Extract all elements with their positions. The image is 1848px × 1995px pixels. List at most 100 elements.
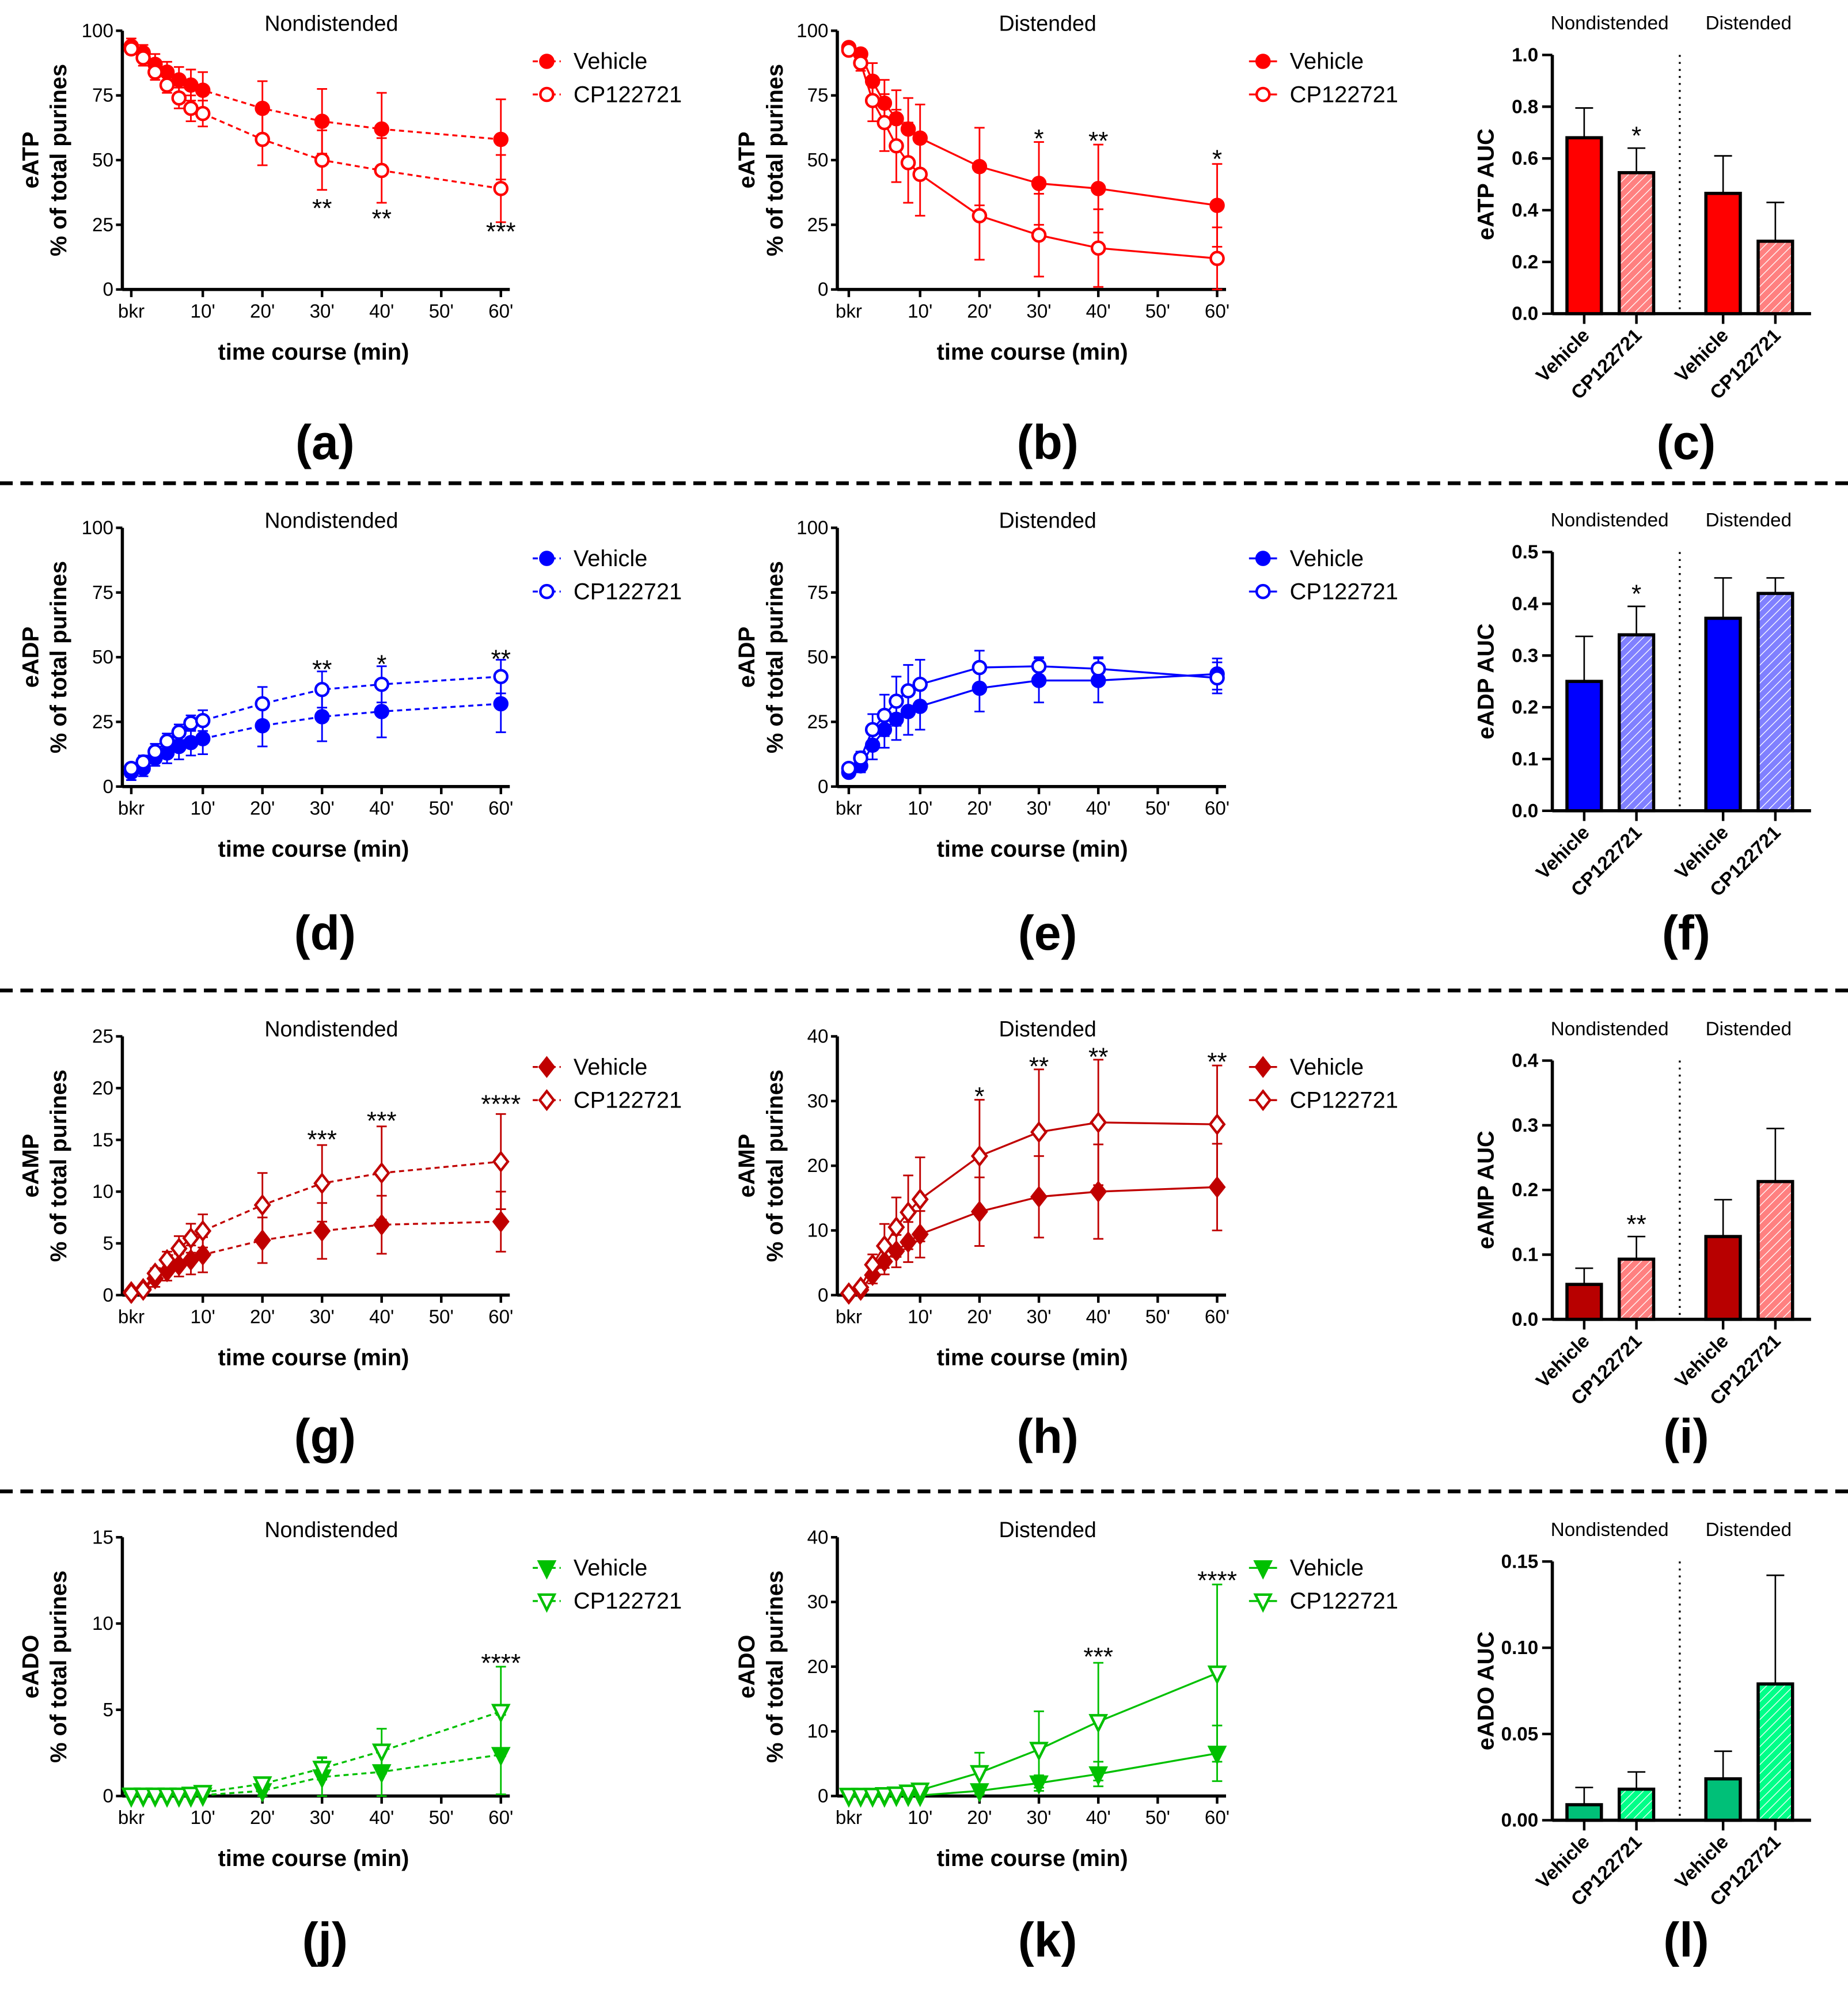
x-tick-label: 20' [250, 1807, 275, 1829]
y-tick-label: 25 [807, 711, 829, 733]
data-point [1030, 1121, 1048, 1143]
y-tick-label: 5 [103, 1700, 113, 1721]
x-tick-label: 20' [967, 798, 992, 819]
data-point [122, 1282, 140, 1304]
data-point [1209, 251, 1225, 266]
significance-marker: ** [1626, 1210, 1646, 1238]
y-tick-label: 20 [92, 1078, 113, 1099]
x-tick-label: 40' [1086, 1306, 1111, 1328]
data-point [253, 1194, 271, 1216]
y-tick-label: 50 [92, 647, 113, 668]
x-tick-label: 10' [908, 1306, 932, 1328]
y-axis-label: % of total purines [46, 561, 71, 753]
y-tick-label: 75 [807, 582, 829, 604]
panel-e: (e) Distended 0 25 50 75 100 bkr 10' 20' 30' 40' 50'… [734, 508, 1398, 960]
y-tick-label: 0.15 [1501, 1551, 1539, 1572]
data-point [374, 162, 389, 179]
data-point [171, 90, 187, 106]
series-line [848, 49, 1217, 260]
y-tick-label: 100 [796, 518, 828, 539]
data-point [159, 733, 175, 749]
significance-marker: ** [1207, 1048, 1227, 1076]
bar-cp122721 [1756, 1682, 1794, 1822]
data-point [864, 722, 881, 738]
y-axis-label: eADO [734, 1635, 760, 1699]
x-tick-label: 60' [488, 1807, 513, 1829]
data-point [252, 1776, 272, 1796]
y-tick-label: 40 [807, 1026, 829, 1048]
significance-marker: ** [312, 655, 332, 684]
legend-label: Vehicle [1290, 1055, 1364, 1080]
y-tick-label: 0.0 [1512, 304, 1538, 325]
data-point [852, 1276, 870, 1299]
x-tick-label: bkr [118, 301, 145, 322]
y-tick-label: 0.6 [1512, 148, 1538, 169]
data-point [314, 681, 330, 697]
y-axis-label: eAMP AUC [1474, 1131, 1499, 1249]
series-cp122721 [839, 1583, 1227, 1807]
x-tick-label: bkr [836, 1807, 862, 1829]
x-tick-label: bkr [836, 301, 862, 322]
y-tick-label: 100 [82, 518, 113, 539]
significance-marker: * [1034, 124, 1043, 153]
x-tick-label: 40' [369, 798, 394, 819]
data-point [900, 155, 916, 170]
data-point [853, 750, 868, 766]
data-point [912, 166, 928, 182]
chart-title: Distended [999, 11, 1096, 35]
data-point [314, 152, 330, 168]
y-tick-label: 0 [103, 1285, 113, 1306]
legend-label: Vehicle [574, 49, 647, 74]
group-header: Distended [1706, 510, 1792, 531]
significance-marker: * [1212, 145, 1222, 173]
data-point [194, 1243, 212, 1266]
panel-label: (l) [1663, 1913, 1709, 1967]
bar-vehicle [1565, 680, 1603, 813]
data-point [312, 1761, 332, 1781]
x-tick-label: 40' [369, 1306, 394, 1328]
data-point [255, 131, 270, 147]
x-tick-label: 30' [310, 798, 335, 819]
series-cp122721 [841, 650, 1225, 776]
data-point [493, 181, 509, 196]
x-tick-label: 50' [1145, 1306, 1170, 1328]
data-point [875, 1235, 893, 1257]
x-tick-label: 60' [1205, 798, 1230, 819]
panel-f: (f) Nondistended Distended 0.0 0.1 0.2 0.3 0.4 0… [1474, 510, 1811, 960]
x-tick-label: 10' [191, 1306, 215, 1328]
y-tick-label: 0.2 [1512, 1179, 1538, 1201]
data-point [122, 1787, 141, 1807]
data-point [123, 41, 139, 57]
legend-marker [537, 1560, 557, 1580]
data-point [898, 1784, 918, 1804]
data-point [255, 696, 270, 712]
x-tick-label: bkr [836, 1306, 862, 1328]
x-tick-label: 50' [1145, 798, 1170, 819]
x-tick-label: 10' [191, 301, 215, 322]
y-tick-label: 0 [818, 1285, 828, 1306]
data-point [912, 676, 928, 692]
panel-label: (h) [1016, 1409, 1078, 1463]
data-point [313, 1220, 331, 1242]
data-point [493, 696, 509, 712]
panel-i: (i) Nondistended Distended 0.0 0.1 0.2 0.3 0.4 e… [1474, 1018, 1811, 1463]
legend-label: CP122721 [1290, 1588, 1398, 1614]
y-axis-label: eADP AUC [1474, 623, 1499, 739]
panel-g: (g) Nondistended 0 5 10 15 20 25 bkr 10' 20' 30' 40'… [18, 1017, 682, 1463]
y-axis-label: % of total purines [762, 64, 788, 256]
panel-label: (f) [1662, 906, 1710, 960]
significance-marker: ** [1088, 127, 1108, 155]
significance-marker: ** [1029, 1053, 1049, 1081]
panel-h: (h) Distended 0 10 20 30 40 bkr 10' 20' 30' 40' 50' 6… [734, 1017, 1398, 1463]
group-header: Nondistended [1551, 13, 1669, 34]
data-point [158, 1249, 176, 1271]
bar-vehicle [1565, 1803, 1603, 1822]
y-axis-label: % of total purines [46, 1069, 71, 1262]
y-axis-label: eADO AUC [1474, 1632, 1499, 1751]
y-tick-label: 15 [92, 1129, 113, 1151]
legend-marker [1254, 1089, 1272, 1112]
x-tick-label: 10' [908, 1807, 932, 1829]
x-tick-label: 10' [191, 1807, 215, 1829]
y-tick-label: 0.8 [1512, 96, 1538, 117]
data-point [970, 1765, 989, 1785]
